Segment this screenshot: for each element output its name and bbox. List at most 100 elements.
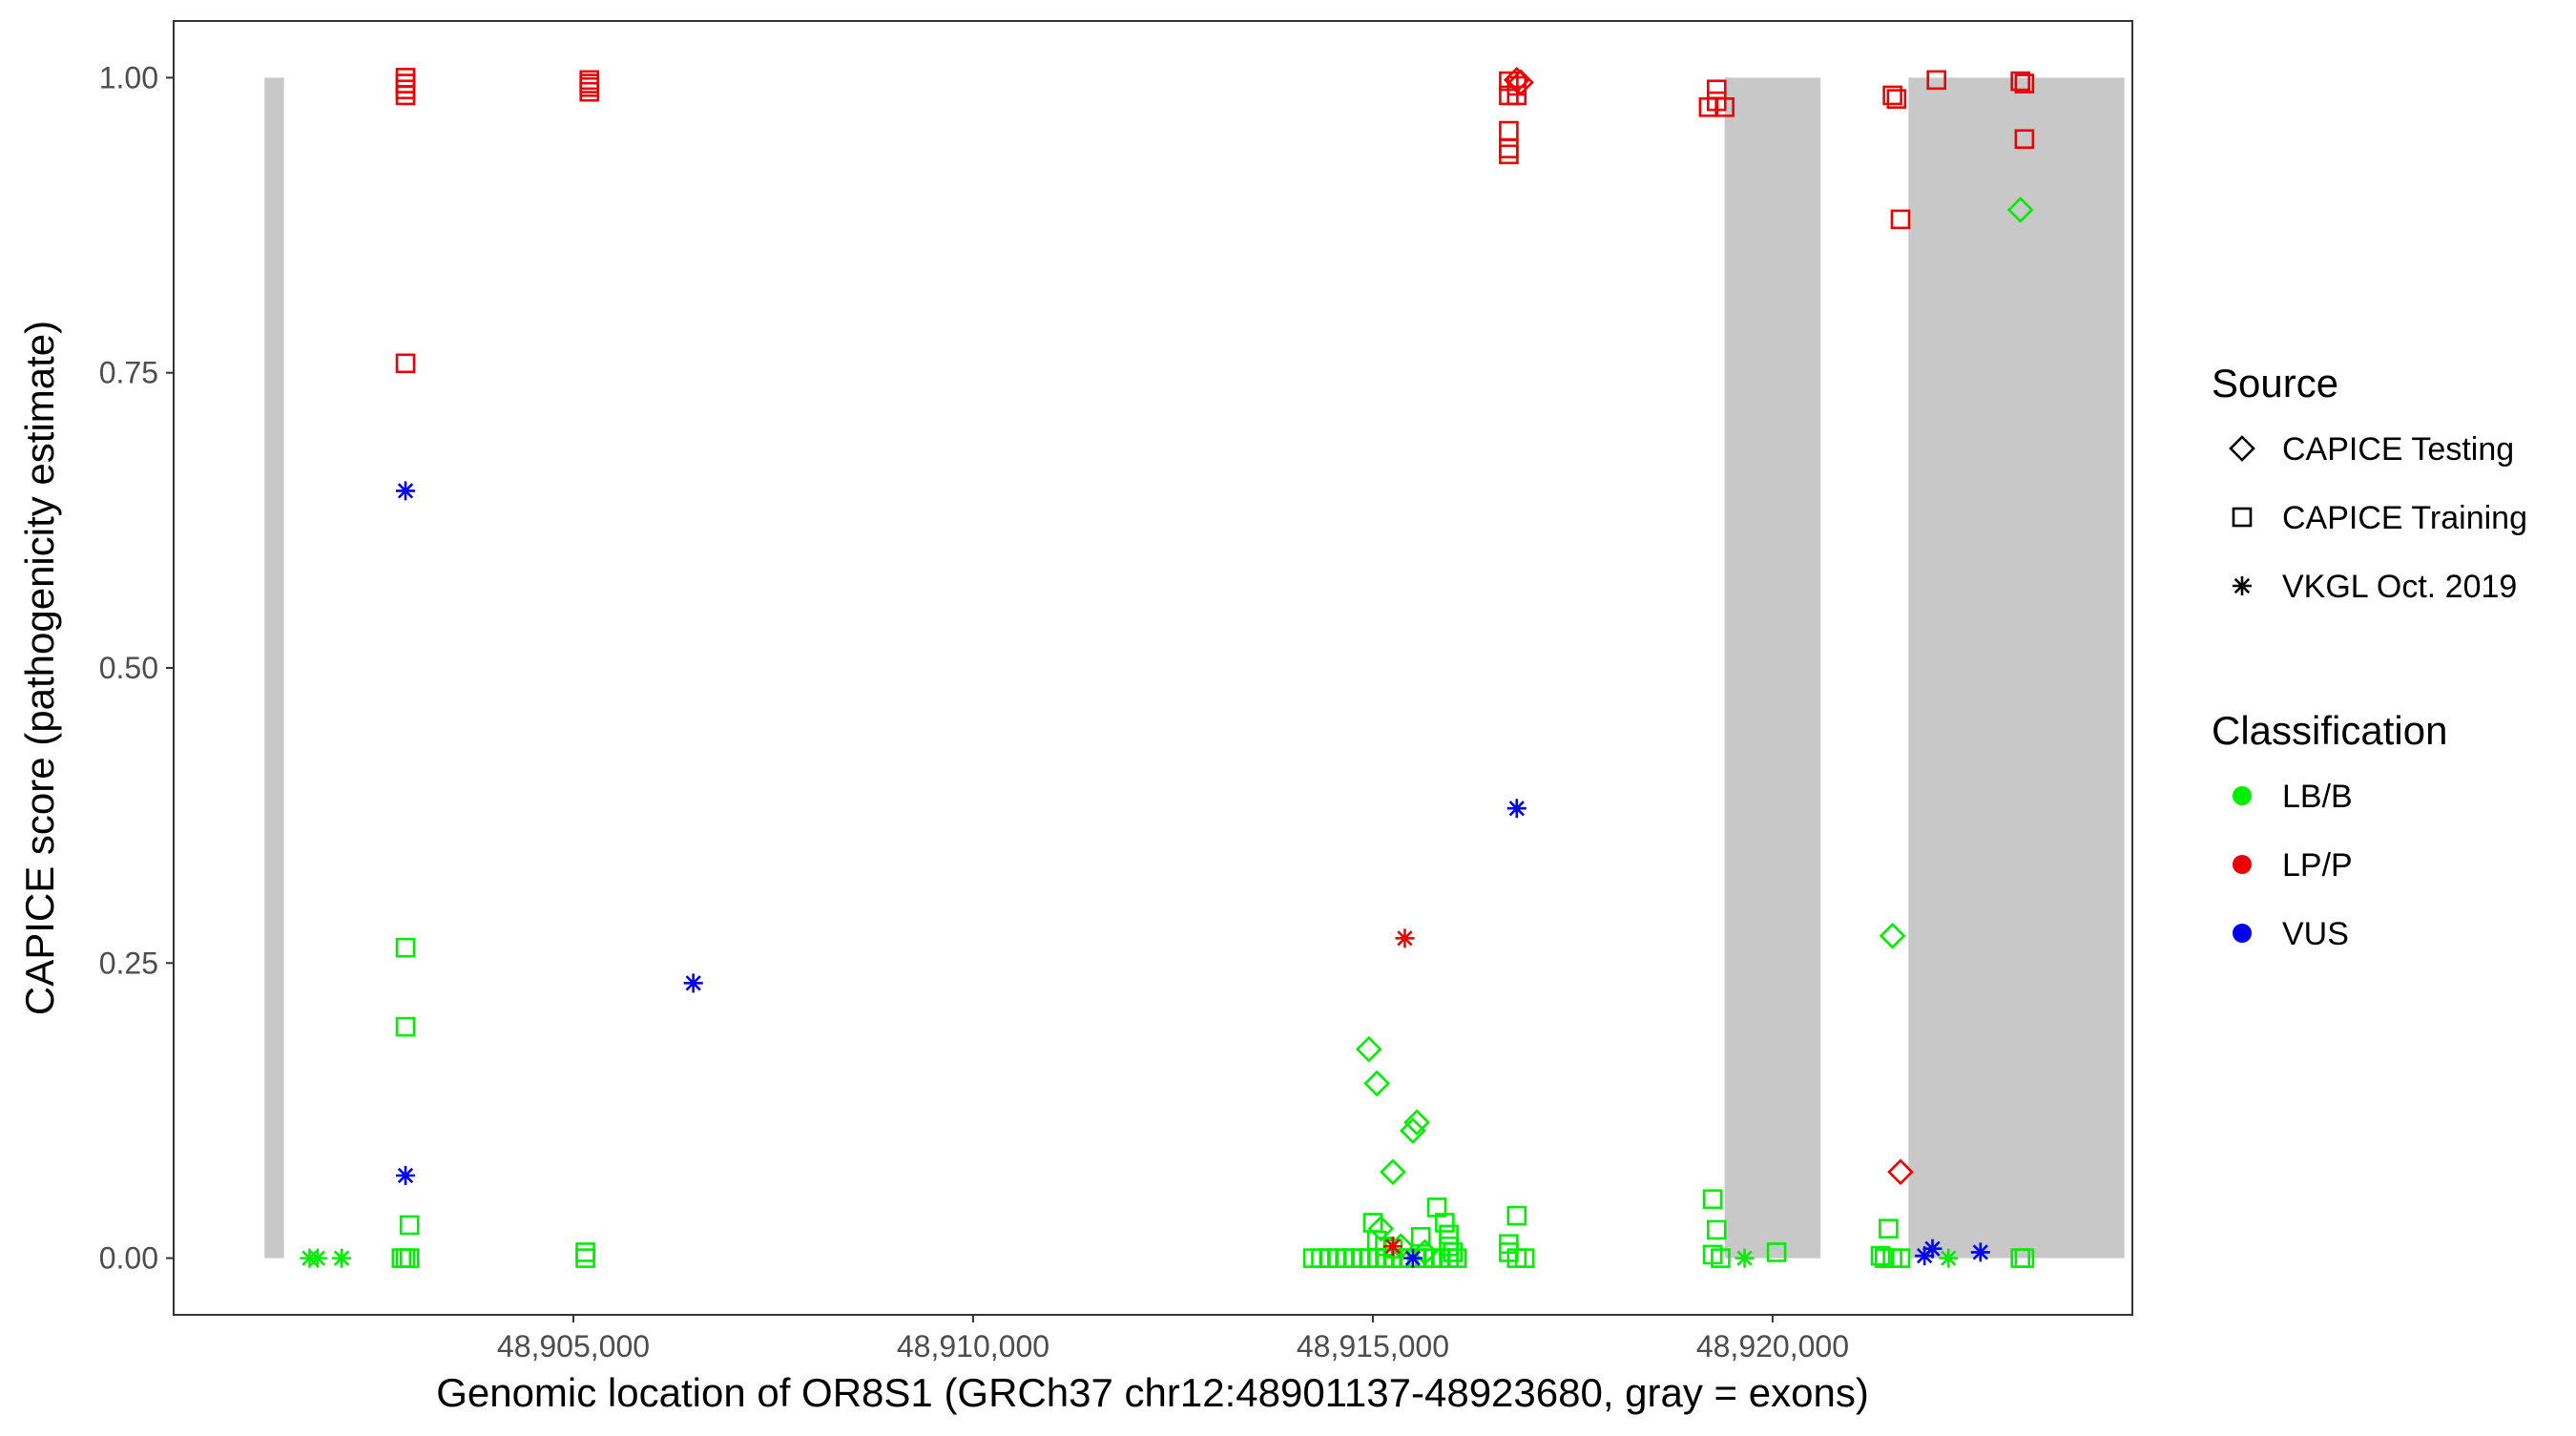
y-tick-label: 0.25: [99, 946, 158, 980]
data-point: [1506, 799, 1527, 819]
data-point: [1399, 1117, 1426, 1144]
data-point: [1435, 1213, 1455, 1233]
data-point: [2014, 129, 2035, 150]
data-point: [1882, 85, 1902, 106]
data-point: [1355, 1035, 1382, 1063]
data-point: [395, 68, 416, 88]
data-point: [2010, 71, 2030, 92]
data-point: [399, 1215, 420, 1236]
data-point: [575, 1248, 595, 1268]
data-point: [683, 973, 703, 993]
data-point: [1922, 1238, 1942, 1259]
data-point: [1506, 85, 1527, 106]
data-point: [2006, 197, 2034, 223]
data-point: [1439, 1236, 1459, 1257]
data-point: [1879, 1218, 1899, 1238]
data-point: [395, 353, 416, 374]
data-point: [395, 1248, 416, 1268]
y-axis-label: CAPICE score (pathogenicity estimate): [17, 321, 62, 1015]
x-tick-label: 48,910,000: [897, 1329, 1049, 1363]
y-axis: 0.00 0.25 0.50 0.75 1.00: [99, 60, 174, 1276]
data-point: [1735, 1248, 1755, 1268]
data-point: [1403, 1109, 1430, 1136]
x-tick-label: 48,915,000: [1297, 1329, 1449, 1363]
data-point: [307, 1248, 327, 1268]
legend: Source CAPICE Testing CAPICE Training VKGL…: [2212, 361, 2527, 952]
data-point: [1706, 1219, 1727, 1240]
legend-color-dot-icon: [2233, 855, 2252, 874]
plot-panel-border: [173, 20, 2133, 1316]
legend-square-icon: [2232, 507, 2253, 528]
legend-color-dot-icon: [2233, 924, 2252, 943]
data-point: [1514, 1248, 1535, 1268]
data-point: [1706, 79, 1727, 100]
data-point: [1499, 138, 1519, 158]
data-point: [1939, 1248, 1959, 1268]
data-point: [1879, 923, 1906, 949]
data-point: [2014, 1248, 2035, 1268]
x-axis-label: Genomic location of OR8S1 (GRCh37 chr12:…: [436, 1370, 1869, 1415]
data-point: [1890, 209, 1911, 230]
legend-classification-label: VUS: [2282, 916, 2349, 952]
data-point: [1443, 1242, 1464, 1262]
data-point: [396, 481, 416, 501]
legend-classification-items: LB/B LP/P VUS: [2233, 779, 2353, 952]
data-point: [1926, 70, 1946, 91]
legend-source-label: VKGL Oct. 2019: [2282, 569, 2517, 605]
data-point: [1507, 69, 1534, 96]
data-point: [1886, 89, 1907, 109]
legend-asterisk-icon: [2233, 576, 2252, 595]
data-point: [1411, 1238, 1439, 1266]
data-points: [300, 67, 2035, 1268]
data-point: [396, 1166, 416, 1186]
data-point: [1887, 1158, 1914, 1186]
exon-band: [1908, 77, 2125, 1259]
exon-band: [1724, 77, 1821, 1259]
data-point: [579, 81, 600, 102]
y-tick-label: 0.00: [99, 1241, 158, 1276]
data-point: [1402, 1248, 1423, 1268]
data-point: [575, 1242, 595, 1262]
data-point: [1395, 928, 1415, 948]
data-point: [1714, 97, 1735, 117]
legend-classification-title: Classification: [2212, 708, 2447, 753]
data-point: [1499, 144, 1519, 165]
data-point: [2014, 73, 2035, 94]
y-tick-label: 0.50: [99, 651, 158, 685]
data-point: [331, 1248, 351, 1268]
legend-color-dot-icon: [2233, 786, 2252, 805]
data-point: [1766, 1242, 1787, 1262]
data-point: [395, 85, 416, 106]
legend-classification-label: LP/P: [2282, 847, 2353, 884]
x-tick-label: 48,920,000: [1696, 1329, 1849, 1363]
data-point: [1499, 120, 1519, 141]
y-tick-label: 1.00: [99, 60, 158, 94]
legend-source-title: Source: [2212, 361, 2338, 406]
data-point: [395, 73, 416, 94]
data-point: [1439, 1224, 1459, 1245]
data-point: [1970, 1242, 1990, 1262]
data-point: [1506, 1205, 1527, 1226]
legend-source-items: CAPICE Testing CAPICE Training VKGL Oct. 2…: [2229, 431, 2527, 605]
data-point: [395, 937, 416, 958]
x-axis: 48,905,000 48,910,000 48,915,000 48,920,000: [497, 1315, 1849, 1363]
data-point: [1382, 1237, 1402, 1257]
legend-diamond-icon: [2229, 435, 2255, 462]
data-point: [1362, 1213, 1383, 1233]
data-point: [1870, 1245, 1891, 1266]
legend-classification-label: LB/B: [2282, 779, 2353, 815]
legend-source-label: CAPICE Testing: [2282, 431, 2514, 468]
data-point: [1711, 1248, 1731, 1268]
exon-bands: [264, 77, 2125, 1259]
data-point: [1702, 1189, 1723, 1210]
data-point: [395, 1016, 416, 1037]
legend-source-label: CAPICE Training: [2282, 500, 2527, 536]
data-point: [1890, 1248, 1911, 1268]
data-point: [1915, 1246, 1935, 1266]
data-point: [395, 79, 416, 100]
exon-band: [264, 77, 284, 1259]
data-point: [1380, 1158, 1406, 1186]
y-tick-label: 0.75: [99, 356, 158, 390]
